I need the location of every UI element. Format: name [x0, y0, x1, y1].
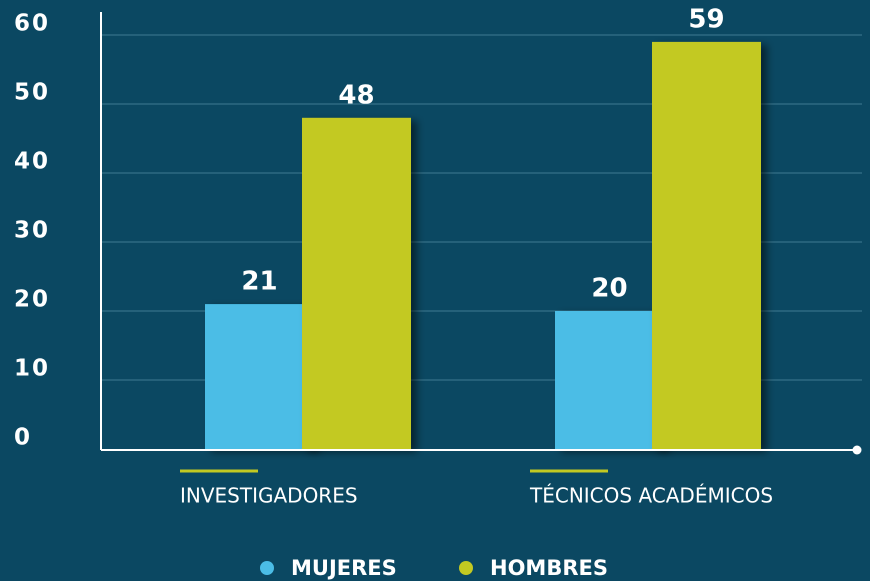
y-tick-label: 60 — [14, 11, 50, 37]
bar — [205, 304, 314, 449]
bar — [302, 117, 411, 450]
value-label: 59 — [688, 4, 724, 34]
legend-label: MUJERES — [291, 556, 397, 580]
y-tick-label: 0 — [14, 425, 32, 451]
x-tick-label: TÉCNICOS ACADÉMICOS — [529, 484, 773, 508]
labels: 0 10 20 30 40 50 60 21 48 INVESTIGADORES 20 59 TÉCNI… — [14, 4, 773, 580]
value-label: 20 — [591, 274, 627, 304]
y-tick-label: 10 — [14, 356, 50, 382]
value-label: 48 — [338, 80, 374, 110]
legend-marker — [459, 561, 473, 575]
x-tick-label: INVESTIGADORES — [180, 484, 358, 508]
y-tick-label: 50 — [14, 80, 50, 106]
bars — [205, 41, 761, 450]
value-label: 21 — [241, 267, 277, 297]
legend-label: HOMBRES — [490, 556, 608, 580]
axis-end-dot — [852, 445, 862, 455]
y-tick-label: 40 — [14, 149, 50, 175]
bar — [652, 41, 761, 450]
y-tick-label: 30 — [14, 218, 50, 244]
legend-marker — [260, 561, 274, 575]
bar — [555, 311, 664, 449]
y-tick-label: 20 — [14, 287, 50, 313]
